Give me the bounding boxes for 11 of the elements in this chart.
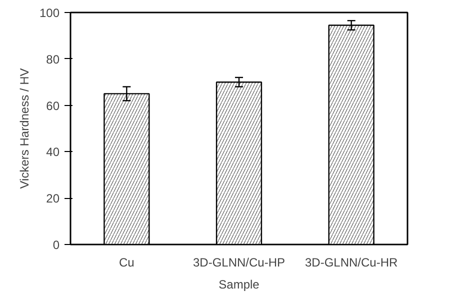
x-axis-title: Sample bbox=[218, 278, 260, 292]
y-tick-label: 100 bbox=[39, 6, 60, 20]
y-tick-label: 40 bbox=[46, 145, 60, 160]
y-tick-label: 0 bbox=[52, 238, 60, 252]
y-tick-label: 20 bbox=[46, 192, 60, 206]
x-tick-label: 3D-GLNN/Cu-HR bbox=[304, 256, 398, 270]
y-axis-title: Vickers Hardness / HV bbox=[17, 68, 32, 189]
x-tick-label: Cu bbox=[118, 256, 134, 270]
y-tick-label: 80 bbox=[46, 52, 60, 66]
x-tick-label: 3D-GLNN/Cu-HP bbox=[192, 256, 286, 270]
y-tick-label: 60 bbox=[46, 98, 60, 113]
